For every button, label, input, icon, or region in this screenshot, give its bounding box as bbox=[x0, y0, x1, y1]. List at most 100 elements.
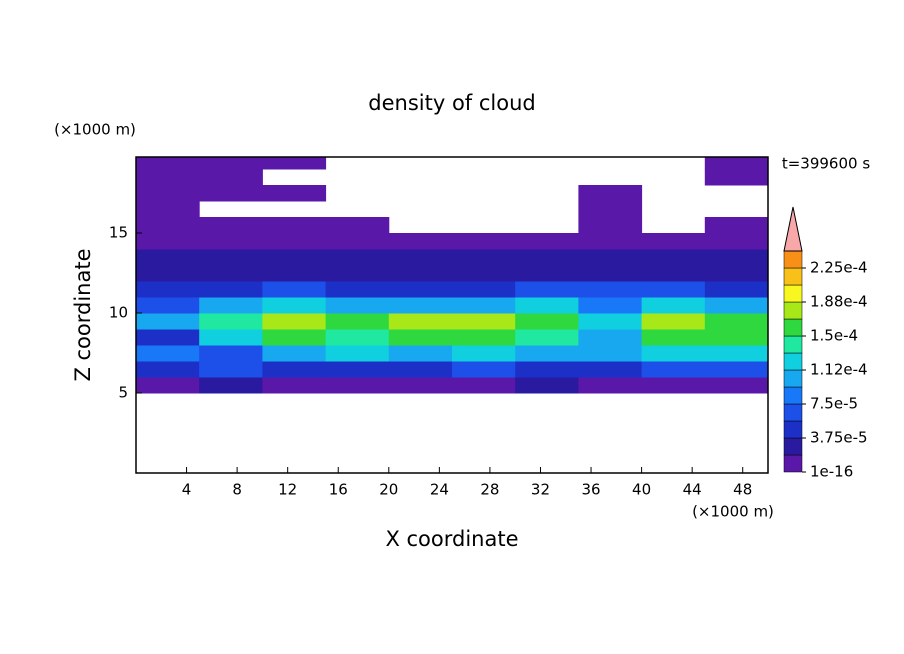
colorbar-band bbox=[783, 454, 803, 473]
colorbar-tick-label: 1.12e-4 bbox=[810, 361, 868, 379]
x-tick-label: 36 bbox=[581, 481, 600, 499]
field-cell bbox=[388, 377, 453, 394]
field-cell bbox=[325, 345, 390, 362]
colorbar-band bbox=[783, 369, 803, 388]
field-cell bbox=[262, 217, 327, 234]
field-cell bbox=[515, 281, 579, 298]
field-cell bbox=[199, 329, 263, 346]
colorbar-tick-label: 3.75e-5 bbox=[810, 429, 868, 447]
field-cell bbox=[199, 157, 263, 170]
field-cell bbox=[578, 233, 643, 250]
field-cell bbox=[199, 265, 263, 282]
plot-frame bbox=[135, 156, 769, 474]
field-cell bbox=[325, 361, 390, 378]
field-cell bbox=[136, 297, 200, 314]
field-cell bbox=[641, 313, 706, 330]
field-cell bbox=[262, 377, 327, 394]
field-cell bbox=[136, 233, 200, 250]
field-cell bbox=[136, 313, 200, 330]
colorbar-band bbox=[783, 352, 803, 371]
field-cell bbox=[325, 329, 390, 346]
field-cell bbox=[136, 157, 200, 170]
field-cell bbox=[452, 329, 516, 346]
x-tick-label: 28 bbox=[480, 481, 499, 499]
field-cell bbox=[578, 217, 643, 234]
field-cell bbox=[578, 297, 643, 314]
y-tick-label: 5 bbox=[118, 384, 128, 402]
field-cell bbox=[578, 345, 643, 362]
y-tick-label: 10 bbox=[109, 304, 128, 322]
field-cell bbox=[515, 345, 579, 362]
field-cell bbox=[641, 297, 706, 314]
field-cell bbox=[515, 361, 579, 378]
time-label: t=399600 s bbox=[782, 155, 870, 173]
field-cell bbox=[262, 265, 327, 282]
field-cell bbox=[515, 297, 579, 314]
field-cell bbox=[388, 281, 453, 298]
field-cell bbox=[704, 233, 768, 250]
field-cell bbox=[704, 265, 768, 282]
colorbar-band bbox=[783, 386, 803, 405]
colorbar-band bbox=[783, 335, 803, 354]
x-tick-label: 20 bbox=[379, 481, 398, 499]
x-tick-label: 48 bbox=[733, 481, 752, 499]
field-cell bbox=[578, 281, 643, 298]
colorbar-band bbox=[783, 437, 803, 456]
field-cell bbox=[388, 313, 453, 330]
chart-title: density of cloud bbox=[368, 91, 535, 115]
colorbar-tick-label: 1e-16 bbox=[810, 463, 853, 481]
field-cell bbox=[325, 217, 390, 234]
field-cell bbox=[641, 249, 706, 266]
field-cell bbox=[136, 377, 200, 394]
field-cell bbox=[704, 361, 768, 378]
field-cell bbox=[641, 233, 706, 250]
field-cell bbox=[641, 345, 706, 362]
field-cell bbox=[199, 233, 263, 250]
field-cell bbox=[199, 281, 263, 298]
field-cell bbox=[262, 249, 327, 266]
field-cell bbox=[452, 361, 516, 378]
field-cell bbox=[136, 185, 200, 202]
y-tick-label: 15 bbox=[109, 224, 128, 242]
field-cell bbox=[262, 233, 327, 250]
field-cell bbox=[325, 265, 390, 282]
field-cell bbox=[199, 249, 263, 266]
field-cell bbox=[515, 249, 579, 266]
colorbar-extend bbox=[783, 206, 803, 252]
field-cell bbox=[578, 185, 643, 202]
field-cell bbox=[515, 377, 579, 394]
field-cell bbox=[136, 329, 200, 346]
x-unit: (×1000 m) bbox=[692, 503, 774, 521]
x-tick-label: 44 bbox=[683, 481, 702, 499]
field-cell bbox=[578, 377, 643, 394]
field-cell bbox=[325, 233, 390, 250]
field-cell bbox=[388, 265, 453, 282]
y-unit: (×1000 m) bbox=[54, 121, 136, 139]
field-cell bbox=[704, 249, 768, 266]
field-cell bbox=[388, 361, 453, 378]
colorbar-band bbox=[783, 284, 803, 303]
field-cell bbox=[452, 345, 516, 362]
field-cell bbox=[578, 361, 643, 378]
field-cell bbox=[452, 297, 516, 314]
field-cell bbox=[199, 185, 263, 202]
field-cell bbox=[199, 377, 263, 394]
field-cell bbox=[136, 361, 200, 378]
field-cell bbox=[262, 361, 327, 378]
colorbar-band bbox=[783, 318, 803, 337]
field-cell bbox=[199, 217, 263, 234]
colorbar-tick-label: 1.5e-4 bbox=[810, 327, 858, 345]
field-cell bbox=[515, 313, 579, 330]
field-cell bbox=[578, 265, 643, 282]
field-cell bbox=[452, 265, 516, 282]
field-cell bbox=[136, 217, 200, 234]
field-cell bbox=[578, 249, 643, 266]
field-cell bbox=[515, 265, 579, 282]
field-cell bbox=[704, 297, 768, 314]
field-cell bbox=[704, 281, 768, 298]
field-cell bbox=[704, 377, 768, 394]
colorbar-tick-label: 2.25e-4 bbox=[810, 259, 868, 277]
field-cell bbox=[704, 329, 768, 346]
field-cell bbox=[199, 297, 263, 314]
